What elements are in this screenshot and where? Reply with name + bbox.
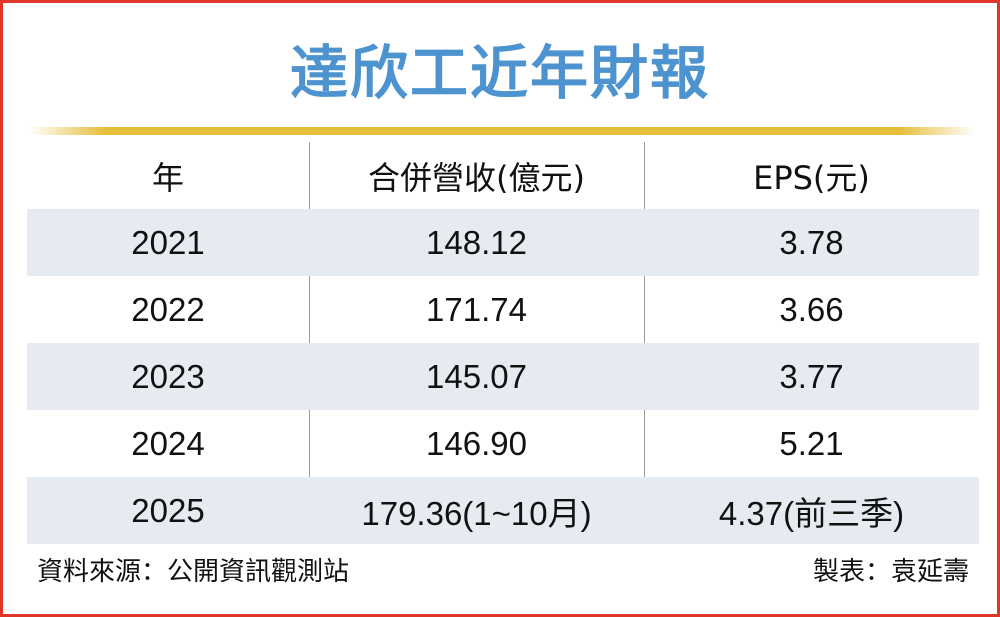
year-cell: 2023 xyxy=(131,357,205,395)
table-row: 2022 171.74 3.66 xyxy=(27,276,979,343)
title-divider xyxy=(29,127,975,135)
source-note: 資料來源：公開資訊觀測站 xyxy=(37,557,350,587)
year-cell: 2025 xyxy=(131,491,205,529)
revenue-cell: 148.12 xyxy=(426,223,527,261)
chart-title: 達欣工近年財報 xyxy=(289,39,710,107)
revenue-cell: 146.90 xyxy=(426,424,527,462)
table-row: 2024 146.90 5.21 xyxy=(27,410,979,477)
table-header-row: 年 合併營收(億元) EPS(元) xyxy=(27,142,979,209)
header-eps: EPS(元) xyxy=(753,158,870,197)
year-cell: 2022 xyxy=(131,290,205,328)
header-revenue: 合併營收(億元) xyxy=(368,158,585,197)
year-cell: 2021 xyxy=(131,223,205,261)
revenue-cell: 145.07 xyxy=(426,357,527,395)
year-cell: 2024 xyxy=(131,424,205,462)
eps-cell: 3.78 xyxy=(779,223,844,261)
eps-cell: 5.21 xyxy=(779,424,844,462)
revenue-cell: 171.74 xyxy=(426,290,527,328)
revenue-cell: 179.36(1~10月) xyxy=(361,494,592,532)
table-row: 2023 145.07 3.77 xyxy=(27,343,979,410)
eps-cell: 4.37(前三季) xyxy=(718,494,905,532)
header-year: 年 xyxy=(151,158,184,197)
eps-cell: 3.66 xyxy=(779,290,844,328)
author-credit: 製表：袁延壽 xyxy=(812,557,969,587)
table-row: 2025 179.36(1~10月) 4.37(前三季) xyxy=(27,477,979,544)
table-row: 2021 148.12 3.78 xyxy=(27,209,979,276)
financial-table: 年 合併營收(億元) EPS(元) 2021 148.12 3.78 2022 … xyxy=(27,142,979,544)
eps-cell: 3.77 xyxy=(779,357,844,395)
